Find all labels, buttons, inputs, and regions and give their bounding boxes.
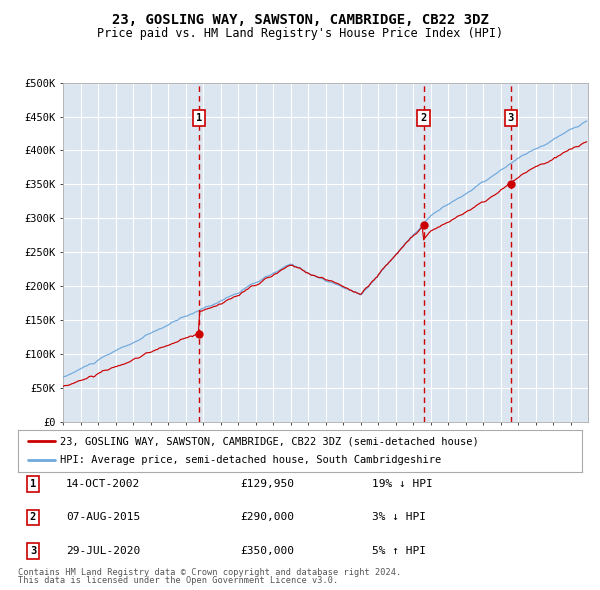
Text: 2: 2: [30, 513, 36, 522]
Text: £290,000: £290,000: [240, 513, 294, 522]
Text: 19% ↓ HPI: 19% ↓ HPI: [372, 479, 433, 489]
Text: 29-JUL-2020: 29-JUL-2020: [66, 546, 140, 556]
Text: This data is licensed under the Open Government Licence v3.0.: This data is licensed under the Open Gov…: [18, 576, 338, 585]
Text: 14-OCT-2002: 14-OCT-2002: [66, 479, 140, 489]
Text: 1: 1: [196, 113, 202, 123]
Text: 3: 3: [30, 546, 36, 556]
Text: HPI: Average price, semi-detached house, South Cambridgeshire: HPI: Average price, semi-detached house,…: [60, 455, 442, 465]
Text: 23, GOSLING WAY, SAWSTON, CAMBRIDGE, CB22 3DZ (semi-detached house): 23, GOSLING WAY, SAWSTON, CAMBRIDGE, CB2…: [60, 437, 479, 447]
Text: Contains HM Land Registry data © Crown copyright and database right 2024.: Contains HM Land Registry data © Crown c…: [18, 568, 401, 577]
Text: 3: 3: [508, 113, 514, 123]
Text: £129,950: £129,950: [240, 479, 294, 489]
Text: 23, GOSLING WAY, SAWSTON, CAMBRIDGE, CB22 3DZ: 23, GOSLING WAY, SAWSTON, CAMBRIDGE, CB2…: [112, 13, 488, 27]
Text: Price paid vs. HM Land Registry's House Price Index (HPI): Price paid vs. HM Land Registry's House …: [97, 27, 503, 40]
Text: 07-AUG-2015: 07-AUG-2015: [66, 513, 140, 522]
Text: 5% ↑ HPI: 5% ↑ HPI: [372, 546, 426, 556]
Text: 1: 1: [30, 479, 36, 489]
Text: 2: 2: [421, 113, 427, 123]
Text: £350,000: £350,000: [240, 546, 294, 556]
Text: 3% ↓ HPI: 3% ↓ HPI: [372, 513, 426, 522]
